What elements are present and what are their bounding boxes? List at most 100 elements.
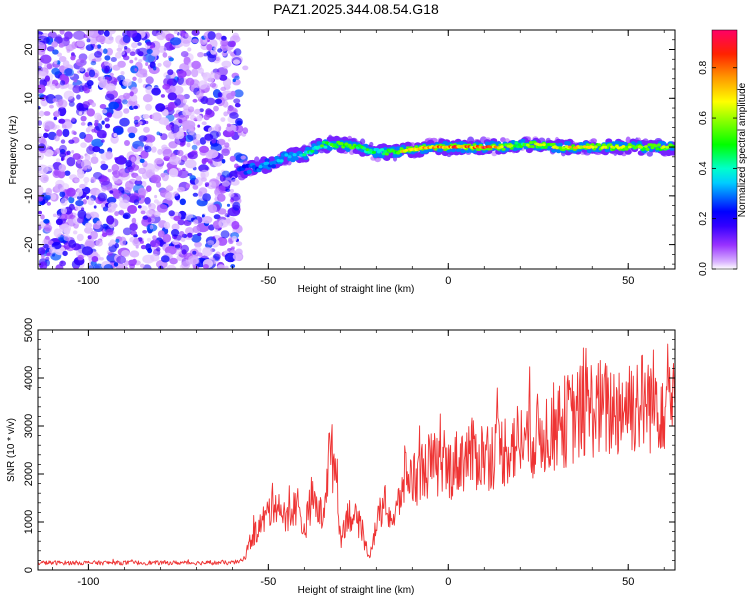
heatmap-noise-cell bbox=[151, 168, 155, 173]
colorbar-frame bbox=[711, 29, 738, 270]
heatmap-noise-cell bbox=[220, 230, 230, 239]
heatmap-noise-cell bbox=[236, 120, 243, 126]
heatmap-signal-ridge bbox=[236, 134, 675, 181]
heatmap-ridge-cell bbox=[543, 145, 548, 149]
heatmap-noise-cell bbox=[122, 99, 128, 105]
heatmap-noise-cell bbox=[125, 159, 132, 168]
heatmap-noise-cell bbox=[160, 255, 170, 263]
heatmap-noise-cell bbox=[185, 77, 195, 86]
heatmap-noise-cell bbox=[189, 175, 196, 181]
heatmap-noise-cell bbox=[242, 65, 249, 71]
x-tick-label: 50 bbox=[622, 576, 634, 588]
heatmap-noise-cell bbox=[69, 174, 78, 181]
heatmap-noise-cell bbox=[131, 42, 138, 49]
heatmap-ridge-cell bbox=[504, 147, 510, 152]
heatmap-ridge-cell bbox=[594, 145, 598, 149]
heatmap-noise-cell bbox=[153, 66, 157, 71]
heatmap-noise-cell bbox=[118, 194, 130, 204]
heatmap-noise-cell bbox=[151, 112, 162, 122]
heatmap-noise-cell bbox=[219, 74, 228, 81]
heatmap-noise-cell bbox=[55, 218, 63, 225]
heatmap-noise-cell bbox=[197, 232, 202, 237]
heatmap-noise-cell bbox=[167, 184, 172, 189]
heatmap-noise-cell bbox=[68, 239, 77, 248]
heatmap-noise-cell bbox=[142, 56, 147, 61]
heatmap-noise-cell bbox=[129, 263, 136, 269]
heatmap-noise-cell bbox=[153, 210, 161, 218]
heatmap-noise-cell bbox=[148, 203, 152, 207]
heatmap-noise-cell bbox=[91, 128, 96, 133]
heatmap-noise-cell bbox=[38, 93, 44, 98]
heatmap-ridge-cell bbox=[650, 146, 655, 150]
heatmap-noise-cell bbox=[185, 159, 197, 169]
heatmap-y-ticks: -20 -10 0 10 20 bbox=[23, 29, 675, 265]
heatmap-noise-cell bbox=[84, 181, 88, 186]
heatmap-noise-cell bbox=[146, 237, 152, 242]
heatmap-noise-cell bbox=[106, 47, 113, 56]
heatmap-noise-cell bbox=[207, 77, 215, 83]
heatmap-ridge-cell bbox=[279, 156, 285, 161]
heatmap-noise-cell bbox=[113, 133, 118, 138]
heatmap-noise-cell bbox=[156, 204, 168, 213]
heatmap-noise-cell bbox=[160, 94, 165, 98]
heatmap-ridge-cell bbox=[246, 169, 252, 175]
heatmap-noise-cell bbox=[38, 185, 44, 194]
heatmap-noise-cell bbox=[123, 55, 130, 61]
heatmap-noise-cell bbox=[51, 67, 60, 75]
heatmap-noise-cell bbox=[147, 217, 152, 223]
heatmap-noise-cell bbox=[202, 216, 213, 224]
heatmap-noise-cell bbox=[214, 229, 219, 233]
heatmap-ridge-cell bbox=[313, 150, 319, 155]
heatmap-noise-cell bbox=[221, 170, 231, 178]
heatmap-ridge-cell bbox=[375, 147, 380, 152]
heatmap-noise-cell bbox=[88, 69, 96, 78]
x-tick-label: 50 bbox=[622, 275, 634, 287]
heatmap-noise-cell bbox=[233, 48, 242, 56]
heatmap-noise-cell bbox=[209, 82, 217, 88]
heatmap-ridge-cell bbox=[628, 145, 632, 149]
heatmap-noise-cell bbox=[233, 98, 241, 104]
heatmap-noise-cell bbox=[94, 51, 102, 58]
heatmap-noise-cell bbox=[179, 198, 186, 206]
heatmap-noise-cell bbox=[63, 227, 71, 236]
heatmap-noise-cell bbox=[38, 196, 44, 202]
heatmap-noise-cell bbox=[205, 97, 216, 106]
heatmap-noise-cell bbox=[137, 77, 143, 84]
heatmap-noise-cell bbox=[66, 157, 76, 167]
heatmap-noise-cell bbox=[187, 151, 198, 160]
colorbar-gradient bbox=[712, 30, 737, 269]
heatmap-ridge-cell bbox=[334, 145, 339, 149]
colorbar-tick-label: 0.8 bbox=[698, 60, 709, 74]
heatmap-noise-cell bbox=[145, 76, 154, 85]
heatmap-noise-cell bbox=[84, 222, 93, 229]
heatmap-noise-cell bbox=[138, 187, 146, 196]
heatmap-ridge-cell bbox=[557, 142, 563, 147]
heatmap-noise-cell bbox=[129, 59, 134, 64]
heatmap-noise-cell bbox=[178, 231, 185, 237]
colorbar-ticks: 0.0 0.2 0.4 0.6 0.8 bbox=[698, 60, 737, 276]
heatmap-noise-cell bbox=[104, 93, 115, 101]
heatmap-noise-cell bbox=[207, 31, 216, 40]
heatmap-noise-cell bbox=[142, 94, 153, 103]
heatmap-noise-cell bbox=[76, 188, 83, 197]
heatmap-noise-cell bbox=[207, 149, 219, 159]
heatmap-noise-cell bbox=[75, 200, 84, 207]
y-tick-label: 3000 bbox=[23, 414, 35, 438]
heatmap-noise-cell bbox=[221, 148, 230, 156]
heatmap-noise-cell bbox=[87, 197, 95, 206]
heatmap-noise-cell bbox=[218, 219, 227, 229]
heatmap-noise-cell bbox=[115, 238, 120, 243]
heatmap-y-axis-label: Frequency (Hz) bbox=[8, 116, 19, 185]
heatmap-noise-cell bbox=[135, 175, 142, 181]
heatmap-noise-cell bbox=[73, 266, 79, 269]
heatmap-noise-cell bbox=[240, 155, 246, 160]
heatmap-noise-cell bbox=[104, 67, 109, 74]
heatmap-ridge-cell bbox=[500, 145, 504, 149]
heatmap-noise-cell bbox=[210, 71, 214, 75]
y-tick-label: 10 bbox=[23, 92, 35, 104]
heatmap-noise-cell bbox=[128, 132, 136, 139]
heatmap-noise-cell bbox=[108, 101, 120, 110]
heatmap-noise-cell bbox=[191, 144, 198, 150]
heatmap-noise-cell bbox=[226, 214, 230, 218]
heatmap-noise-cell bbox=[129, 51, 136, 56]
